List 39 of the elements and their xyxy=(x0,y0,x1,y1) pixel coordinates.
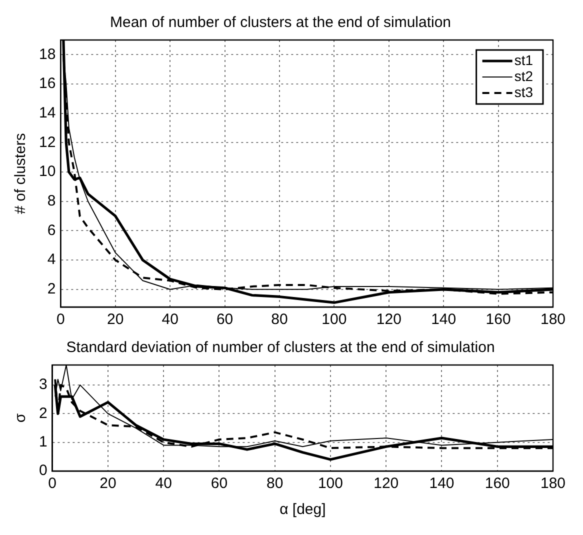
legend-label: st1 xyxy=(514,52,534,68)
y-tick-label: 6 xyxy=(47,222,56,239)
x-tick-label: 100 xyxy=(318,475,343,492)
y-tick-label: 10 xyxy=(38,163,56,180)
legend-label: st2 xyxy=(514,68,534,84)
chart-title: Mean of number of clusters at the end of simulation xyxy=(110,14,452,32)
y-axis-title: σ xyxy=(12,412,30,423)
x-axis-title: α [deg] xyxy=(280,501,326,518)
y-tick-label: 8 xyxy=(47,192,56,210)
x-tick-label: 100 xyxy=(322,311,347,328)
y-tick-label: 16 xyxy=(38,75,56,92)
y-tick-label: 3 xyxy=(39,376,48,394)
y-tick-label: 2 xyxy=(39,404,48,422)
x-tick-label: 180 xyxy=(540,475,566,492)
y-axis-title: # of clusters xyxy=(12,133,30,214)
y-tick-label: 4 xyxy=(47,251,56,268)
x-tick-label: 180 xyxy=(540,311,566,328)
x-tick-label: 160 xyxy=(486,311,511,328)
y-tick-label: 14 xyxy=(38,104,56,122)
x-tick-label: 160 xyxy=(484,475,510,492)
chart-title: Standard deviation of number of clusters at the end of simulation xyxy=(66,339,495,356)
x-tick-label: 120 xyxy=(376,311,402,328)
x-tick-label: 140 xyxy=(431,311,456,328)
legend-label: st3 xyxy=(514,84,534,100)
x-tick-label: 60 xyxy=(210,475,228,492)
x-tick-label: 80 xyxy=(271,311,288,328)
y-tick-label: 1 xyxy=(39,433,48,450)
y-tick-label: 12 xyxy=(38,134,56,151)
x-tick-label: 80 xyxy=(266,475,284,492)
x-tick-label: 40 xyxy=(162,311,178,328)
x-tick-label: 20 xyxy=(100,475,116,492)
x-tick-label: 40 xyxy=(155,475,172,492)
x-tick-label: 140 xyxy=(429,475,454,492)
x-tick-label: 120 xyxy=(374,475,399,492)
y-tick-label: 18 xyxy=(38,46,56,63)
x-tick-label: 20 xyxy=(107,311,124,328)
x-tick-label: 60 xyxy=(216,311,234,328)
y-tick-label: 0 xyxy=(39,462,48,480)
y-tick-label: 2 xyxy=(47,280,56,298)
